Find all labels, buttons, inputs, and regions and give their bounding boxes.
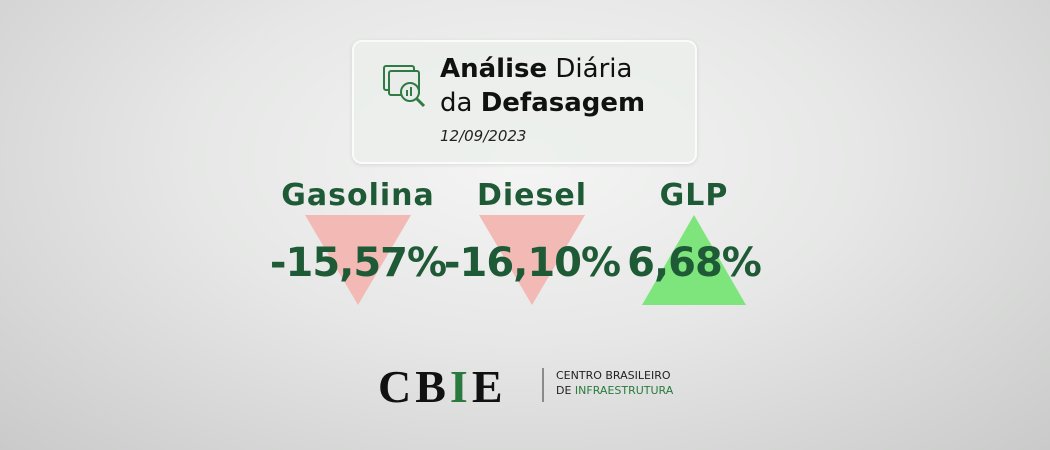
title-line-1: Análise Diária [440, 54, 632, 84]
item-value: -16,10% [443, 240, 621, 286]
title-bold: Defasagem [480, 88, 646, 118]
logo-text: CENTRO BRASILEIRO [556, 369, 671, 382]
title-line-2: da Defasagem [440, 88, 645, 118]
logo-text: DE INFRAESTRUTURA [556, 384, 673, 397]
logo-letter: I [449, 361, 472, 412]
title-bold: Análise [440, 54, 548, 84]
item-name: Gasolina [281, 178, 435, 213]
down-triangle [479, 215, 585, 305]
item-name: Diesel [476, 178, 588, 213]
logo-letter: E [471, 361, 507, 412]
logo-letter: B [415, 361, 450, 412]
logo-text-part: INFRAESTRUTURA [574, 384, 674, 397]
item-name: GLP [659, 178, 729, 213]
item-value: 6,68% [627, 240, 762, 286]
item-value: -15,57% [269, 240, 447, 286]
header-card [352, 40, 697, 164]
logo: CBIE [378, 360, 507, 413]
logo-letter: C [378, 361, 416, 412]
date: 12/09/2023 [440, 127, 527, 145]
title-text: Diária [555, 54, 633, 84]
logo-text-part: DE [556, 384, 572, 397]
down-triangle [305, 215, 411, 305]
analysis-icon [383, 65, 426, 108]
title-text: da [440, 88, 473, 118]
up-triangle [642, 215, 746, 305]
